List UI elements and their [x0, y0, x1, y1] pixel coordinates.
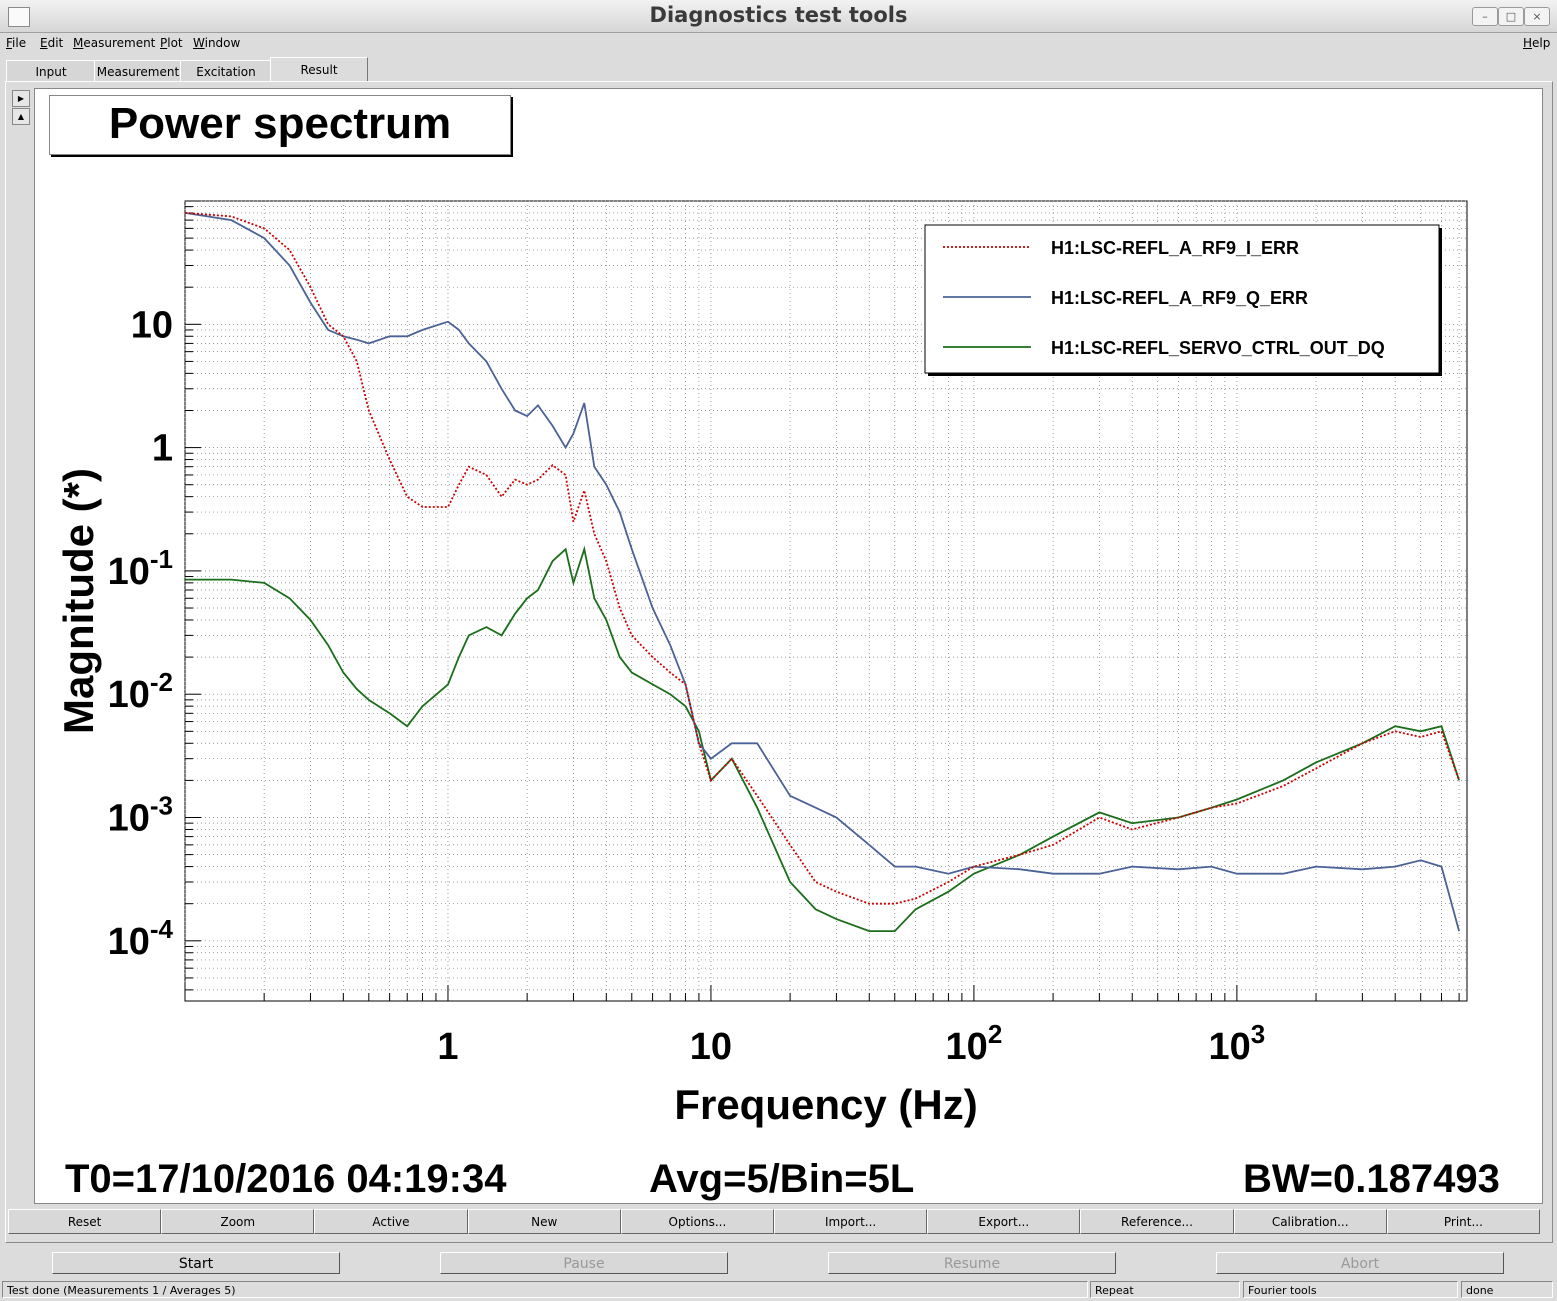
- power-spectrum-chart[interactable]: 1 10 102 103 10 1 10-1 10-2 10-3 10-4 Frequency (H…: [35, 89, 1542, 1149]
- x-tick-label: 102: [946, 1019, 1003, 1068]
- status-message: Test done (Measurements 1 / Averages 5): [2, 1281, 1088, 1298]
- tab-input[interactable]: Input: [6, 60, 96, 81]
- scroll-right-icon[interactable]: ▶: [12, 90, 30, 107]
- legend-entry: H1:LSC-REFL_A_RF9_Q_ERR: [1051, 288, 1308, 308]
- options-button[interactable]: Options...: [620, 1209, 774, 1234]
- tab-measurement[interactable]: Measurement: [94, 60, 182, 81]
- plot-title: Power spectrum: [49, 95, 511, 155]
- tab-excitation[interactable]: Excitation: [180, 60, 272, 81]
- status-tool: Fourier tools: [1243, 1281, 1458, 1298]
- x-axis-label: Frequency (Hz): [674, 1081, 977, 1128]
- y-tick-label: 1: [152, 428, 173, 470]
- status-state: done: [1461, 1281, 1553, 1298]
- reset-button[interactable]: Reset: [8, 1209, 162, 1234]
- control-button-row: Start Pause Resume Abort: [0, 1248, 1557, 1278]
- menu-bar: File Edit Measurement Plot Window Help: [0, 33, 1557, 55]
- series-line: [185, 545, 1460, 932]
- menu-plot[interactable]: Plot: [160, 36, 183, 50]
- x-tick-label: 103: [1209, 1019, 1266, 1068]
- pause-button[interactable]: Pause: [440, 1252, 728, 1274]
- calibration-button[interactable]: Calibration...: [1233, 1209, 1387, 1234]
- y-tick-label: 10-2: [108, 667, 173, 716]
- legend-entry: H1:LSC-REFL_A_RF9_I_ERR: [1051, 238, 1299, 258]
- x-tick-label: 10: [690, 1026, 732, 1068]
- bw-label: BW=0.187493: [1243, 1157, 1500, 1201]
- scroll-up-icon[interactable]: ▲: [12, 108, 30, 125]
- y-tick-label: 10-3: [108, 791, 173, 840]
- y-axis-label: Magnitude (*): [55, 468, 102, 734]
- status-bar: Test done (Measurements 1 / Averages 5) …: [0, 1281, 1557, 1301]
- series-line: [185, 212, 1460, 932]
- avg-label: Avg=5/Bin=5L: [649, 1157, 915, 1201]
- series-line: [185, 212, 1460, 905]
- y-tick-label: 10-1: [108, 544, 173, 593]
- resume-button[interactable]: Resume: [828, 1252, 1116, 1274]
- abort-button[interactable]: Abort: [1216, 1252, 1504, 1274]
- print-button[interactable]: Print...: [1386, 1209, 1540, 1234]
- import-button[interactable]: Import...: [774, 1209, 928, 1234]
- start-button[interactable]: Start: [52, 1252, 340, 1274]
- menu-file[interactable]: File: [6, 36, 27, 50]
- t0-label: T0=17/10/2016 04:19:34: [65, 1157, 507, 1201]
- plot-button-row: Reset Zoom Active New Options... Import... Exp…: [8, 1209, 1540, 1234]
- tab-result[interactable]: Result: [270, 57, 368, 82]
- close-icon[interactable]: ×: [1524, 7, 1550, 26]
- window-title: Diagnostics test tools: [649, 3, 908, 27]
- menu-window[interactable]: Window: [193, 36, 241, 50]
- menu-edit[interactable]: Edit: [40, 36, 64, 50]
- minimize-icon[interactable]: –: [1472, 7, 1498, 26]
- window-menu-icon[interactable]: [8, 7, 30, 27]
- reference-button[interactable]: Reference...: [1080, 1209, 1234, 1234]
- title-bar: Diagnostics test tools – □ ×: [0, 0, 1557, 33]
- menu-help[interactable]: Help: [1523, 36, 1551, 50]
- export-button[interactable]: Export...: [927, 1209, 1081, 1234]
- active-button[interactable]: Active: [314, 1209, 468, 1234]
- zoom-button[interactable]: Zoom: [161, 1209, 315, 1234]
- y-tick-label: 10: [131, 304, 173, 346]
- plot-canvas[interactable]: Power spectrum 1 10 102 103 10 1 10-1 10-2 10-3 1…: [34, 88, 1543, 1204]
- menu-measurement[interactable]: Measurement: [73, 36, 156, 50]
- legend-entry: H1:LSC-REFL_SERVO_CTRL_OUT_DQ: [1051, 338, 1385, 358]
- maximize-icon[interactable]: □: [1498, 7, 1524, 26]
- x-tick-label: 1: [437, 1026, 458, 1068]
- tab-panel: [5, 81, 1553, 1243]
- y-tick-label: 10-4: [108, 914, 174, 963]
- status-mode: Repeat: [1090, 1281, 1240, 1298]
- legend-box: [924, 224, 1440, 374]
- new-button[interactable]: New: [467, 1209, 621, 1234]
